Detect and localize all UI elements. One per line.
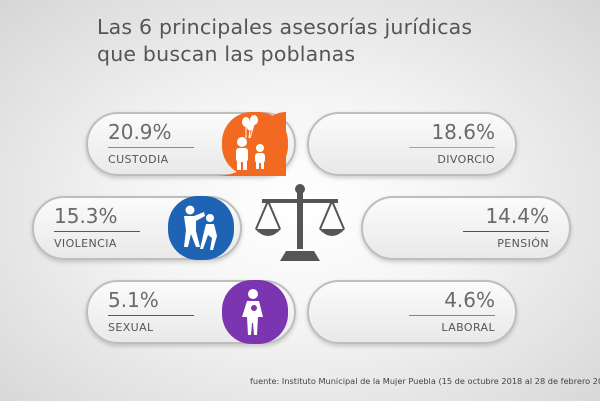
sexual-percent: 5.1% [108,288,159,312]
violencia-percent: 15.3% [54,204,118,228]
divorcio-label: DIVORCIO [437,153,495,166]
laboral-percent: 4.6% [444,288,495,312]
sexual-underline [108,315,194,316]
source-note: fuente: Instituto Municipal de la Mujer … [250,376,600,386]
sexual-label: SEXUAL [108,321,154,334]
title-line-2: que buscan las poblanas [97,42,356,66]
violencia-underline [54,231,140,232]
chart-title: Las 6 principales asesorías jurídicas qu… [97,14,557,68]
justice-scale-icon [250,181,350,269]
pension-percent: 14.4% [485,204,549,228]
item-laboral: 4.6% LABORAL [307,280,517,344]
custodia-percent: 20.9% [108,120,172,144]
custodia-label: CUSTODIA [108,153,169,166]
divorcio-percent: 18.6% [431,120,495,144]
woman-harassment-icon [216,280,288,344]
item-pension: 14.4% PENSIÓN [361,196,571,260]
violencia-label: VIOLENCIA [54,237,117,250]
pension-underline [463,231,549,232]
pension-label: PENSIÓN [497,237,549,250]
title-line-1: Las 6 principales asesorías jurídicas [97,15,473,39]
item-divorcio: 18.6% DIVORCIO [307,112,517,176]
parent-child-balloons-icon [216,112,288,176]
laboral-label: LABORAL [441,321,495,334]
custodia-underline [108,147,194,148]
laboral-underline [409,315,495,316]
domestic-violence-icon [162,196,234,260]
divorcio-underline [409,147,495,148]
